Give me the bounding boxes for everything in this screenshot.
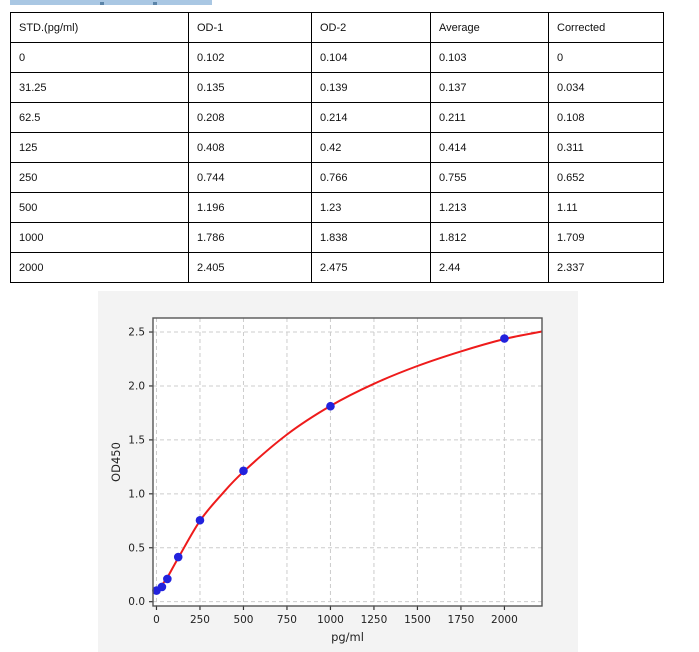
table-cell: 0 <box>10 42 189 73</box>
table-cell: 0.766 <box>311 162 431 193</box>
standard-curve-chart: 0 250 500 750 1000 1250 1500 1750 2000 0.0 0.5 1.0 1… <box>109 317 543 644</box>
plot-area <box>153 318 542 606</box>
table-row: 2000 2.405 2.475 2.44 2.337 <box>10 252 664 283</box>
table-cell: 2000 <box>10 252 189 283</box>
svg-text:2.0: 2.0 <box>128 380 145 392</box>
svg-text:1750: 1750 <box>448 614 475 626</box>
table-header: STD.(pg/ml) OD-1 OD-2 Average Corrected <box>10 12 664 43</box>
table-cell: 0.139 <box>311 72 431 103</box>
table-row: 1000 1.786 1.838 1.812 1.709 <box>10 222 664 253</box>
table-cell: 1.196 <box>188 192 312 223</box>
y-gridlines <box>153 331 542 603</box>
table-cell: 250 <box>10 162 189 193</box>
table-cell: 0.42 <box>311 132 431 163</box>
data-points <box>152 334 509 595</box>
data-point <box>239 466 248 476</box>
table-row: 500 1.196 1.23 1.213 1.11 <box>10 192 664 223</box>
column-header: STD.(pg/ml) <box>10 12 189 43</box>
table-cell: 0.414 <box>430 132 549 163</box>
svg-text:500: 500 <box>233 614 253 626</box>
table-cell: 0.211 <box>430 102 549 133</box>
table-cell: 31.25 <box>10 72 189 103</box>
svg-text:2000: 2000 <box>491 614 518 626</box>
plot-border <box>152 317 543 607</box>
table-cell: 1000 <box>10 222 189 253</box>
table-cell: 0.108 <box>548 102 664 133</box>
svg-text:1250: 1250 <box>361 614 388 626</box>
table-cell: 125 <box>10 132 189 163</box>
data-point <box>163 574 172 584</box>
svg-text:0.5: 0.5 <box>128 542 145 554</box>
svg-text:0.0: 0.0 <box>128 596 145 608</box>
table-cell: 1.23 <box>311 192 431 223</box>
table-cell: 0.214 <box>311 102 431 133</box>
column-header: OD-1 <box>188 12 312 43</box>
table-cell: 0.408 <box>188 132 312 163</box>
clipped-text-speck <box>153 2 157 5</box>
column-header: Average <box>430 12 549 43</box>
table-cell: 0.311 <box>548 132 664 163</box>
table-cell: 2.44 <box>430 252 549 283</box>
data-point <box>157 582 167 592</box>
table-cell: 0.135 <box>188 72 312 103</box>
table-cell: 0.744 <box>188 162 312 193</box>
standard-curve-table: STD.(pg/ml) OD-1 OD-2 Average Corrected 0 0.1… <box>10 12 664 283</box>
svg-text:1500: 1500 <box>404 614 431 626</box>
data-point <box>500 334 509 343</box>
table-cell: 1.11 <box>548 192 664 223</box>
svg-text:750: 750 <box>277 614 297 626</box>
x-gridlines <box>155 318 505 606</box>
clipped-highlighted-text-fragment <box>10 0 212 5</box>
table-cell: 2.337 <box>548 252 664 283</box>
x-tick-labels: 0 250 500 750 1000 1250 1500 1750 2000 <box>153 614 518 626</box>
table-cell: 0.102 <box>188 42 312 73</box>
table-cell: 1.838 <box>311 222 431 253</box>
table-cell: 2.405 <box>188 252 312 283</box>
svg-text:1000: 1000 <box>317 614 344 626</box>
y-axis-label: OD450 <box>109 442 123 482</box>
table-row: 62.5 0.208 0.214 0.211 0.108 <box>10 102 664 133</box>
table-cell: 1.812 <box>430 222 549 253</box>
svg-text:1.0: 1.0 <box>128 488 145 500</box>
data-point <box>326 401 335 411</box>
table-body: 0 0.102 0.104 0.103 0 31.25 0.135 0.139 0.137 0.0… <box>10 42 664 283</box>
table-cell: 62.5 <box>10 102 189 133</box>
table-cell: 500 <box>10 192 189 223</box>
table-cell: 0.034 <box>548 72 664 103</box>
table-row: 125 0.408 0.42 0.414 0.311 <box>10 132 664 163</box>
table-row: 250 0.744 0.766 0.755 0.652 <box>10 162 664 193</box>
table-cell: 0 <box>548 42 664 73</box>
table-row: 0 0.102 0.104 0.103 0 <box>10 42 664 73</box>
table-row: 31.25 0.135 0.139 0.137 0.034 <box>10 72 664 103</box>
y-tick-labels: 0.0 0.5 1.0 1.5 2.0 2.5 <box>128 327 145 609</box>
svg-text:1.5: 1.5 <box>128 434 145 446</box>
data-point <box>173 552 183 562</box>
svg-text:0: 0 <box>153 614 160 626</box>
table-cell: 0.652 <box>548 162 664 193</box>
column-header: OD-2 <box>311 12 431 43</box>
data-point <box>195 515 205 525</box>
svg-text:2.5: 2.5 <box>128 327 145 339</box>
x-axis-label: pg/ml <box>331 630 364 644</box>
table-cell: 1.213 <box>430 192 549 223</box>
svg-text:250: 250 <box>190 614 210 626</box>
table-cell: 0.208 <box>188 102 312 133</box>
table-cell: 0.137 <box>430 72 549 103</box>
table-cell: 2.475 <box>311 252 431 283</box>
clipped-text-speck <box>100 2 104 5</box>
table-cell: 0.104 <box>311 42 431 73</box>
table-cell: 1.709 <box>548 222 664 253</box>
table-cell: 0.755 <box>430 162 549 193</box>
column-header: Corrected <box>548 12 664 43</box>
table-cell: 0.103 <box>430 42 549 73</box>
table-cell: 1.786 <box>188 222 312 253</box>
standard-curve-figure: 0 250 500 750 1000 1250 1500 1750 2000 0.0 0.5 1.0 1… <box>98 291 578 652</box>
table-header-row: STD.(pg/ml) OD-1 OD-2 Average Corrected <box>10 12 664 43</box>
